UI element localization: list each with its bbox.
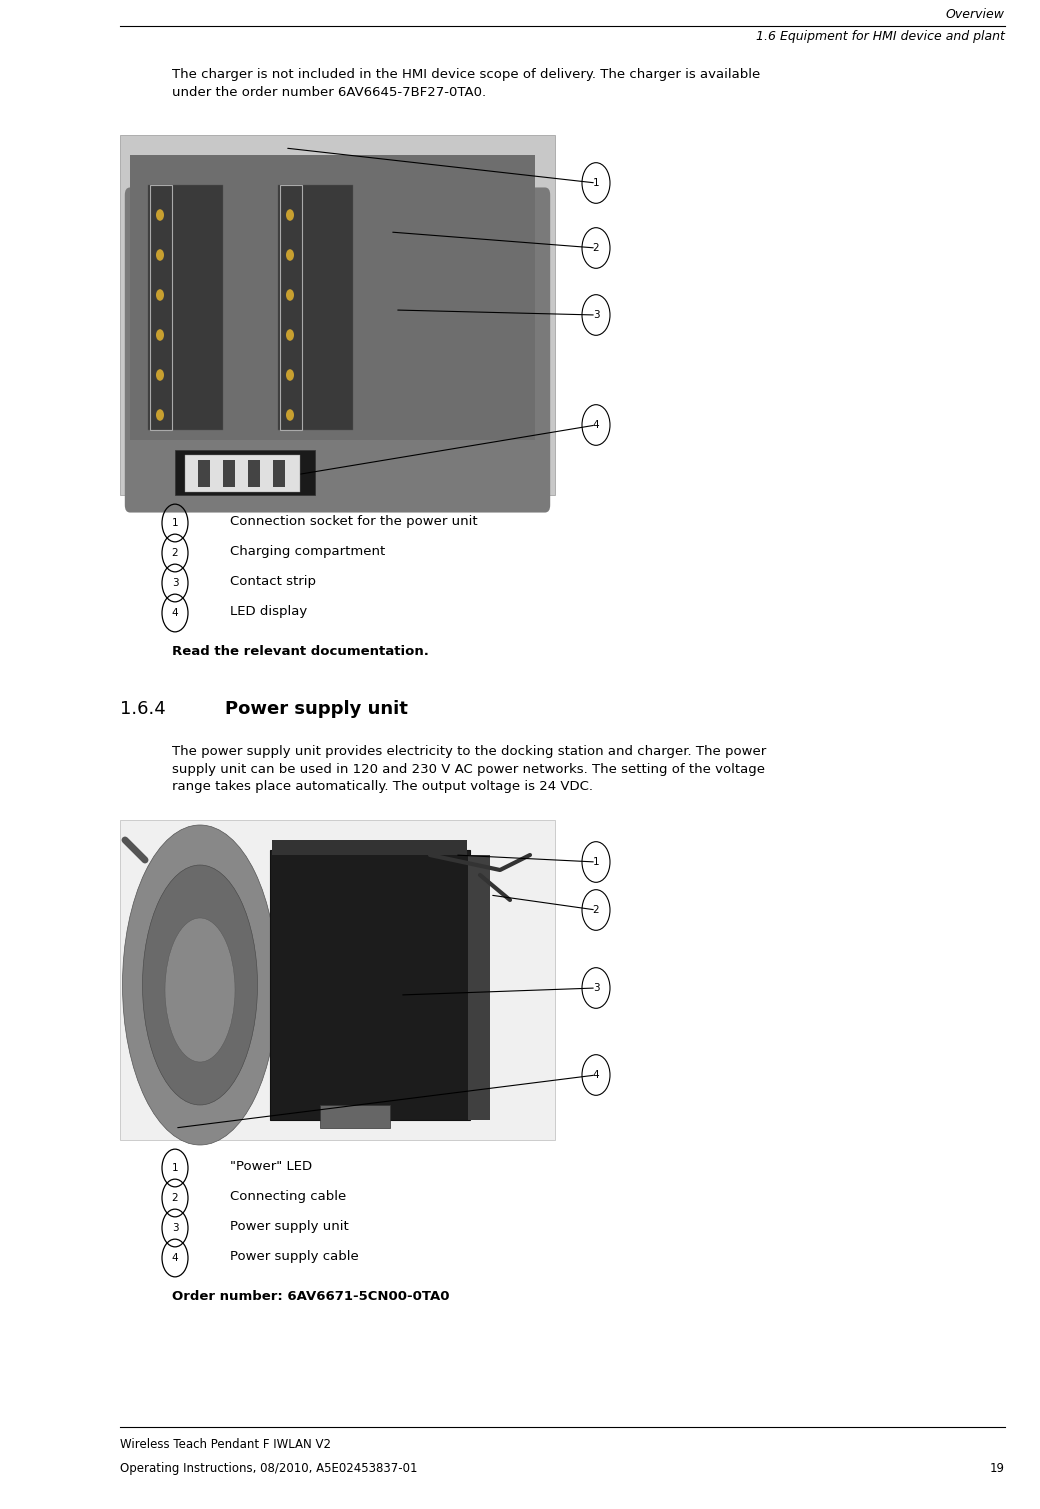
Circle shape <box>286 409 294 421</box>
Text: 2: 2 <box>593 905 599 914</box>
Bar <box>223 460 235 487</box>
Text: 3: 3 <box>172 1222 178 1233</box>
Text: 4: 4 <box>172 1252 178 1263</box>
Bar <box>185 456 300 492</box>
Text: 2: 2 <box>593 243 599 254</box>
Text: 3: 3 <box>593 982 599 993</box>
Text: 1: 1 <box>172 1163 178 1172</box>
Ellipse shape <box>165 917 235 1062</box>
Text: 4: 4 <box>593 420 599 430</box>
Bar <box>248 460 260 487</box>
Bar <box>150 186 172 430</box>
Text: Overview: Overview <box>946 8 1005 21</box>
Bar <box>120 819 555 1139</box>
Text: Connecting cable: Connecting cable <box>230 1191 346 1203</box>
Circle shape <box>286 290 294 300</box>
Bar <box>148 186 223 430</box>
Text: Connection socket for the power unit: Connection socket for the power unit <box>230 515 477 528</box>
Text: 2: 2 <box>172 548 178 558</box>
Bar <box>270 850 470 1120</box>
Text: 1: 1 <box>593 857 599 868</box>
Text: 1: 1 <box>172 518 178 528</box>
Text: Contact strip: Contact strip <box>230 575 316 589</box>
Text: 19: 19 <box>990 1462 1005 1474</box>
Circle shape <box>286 249 294 261</box>
Text: 1: 1 <box>593 178 599 189</box>
Text: Operating Instructions, 08/2010, A5E02453837-01: Operating Instructions, 08/2010, A5E0245… <box>120 1462 417 1474</box>
Text: Power supply unit: Power supply unit <box>225 700 408 718</box>
Ellipse shape <box>142 865 258 1105</box>
Bar <box>468 856 490 1120</box>
Text: 4: 4 <box>172 608 178 619</box>
FancyBboxPatch shape <box>125 187 550 513</box>
Text: "Power" LED: "Power" LED <box>230 1160 312 1172</box>
Circle shape <box>156 329 164 341</box>
Bar <box>130 155 535 441</box>
Circle shape <box>286 329 294 341</box>
Bar <box>175 450 315 495</box>
Bar <box>198 460 210 487</box>
Circle shape <box>156 210 164 220</box>
Bar <box>120 134 555 495</box>
Text: Power supply cable: Power supply cable <box>230 1249 359 1263</box>
Circle shape <box>156 409 164 421</box>
Circle shape <box>156 370 164 380</box>
Text: Read the relevant documentation.: Read the relevant documentation. <box>172 644 428 658</box>
Text: LED display: LED display <box>230 605 307 619</box>
Circle shape <box>156 290 164 300</box>
Text: 2: 2 <box>172 1194 178 1203</box>
Text: Charging compartment: Charging compartment <box>230 545 385 558</box>
Text: Power supply unit: Power supply unit <box>230 1219 348 1233</box>
Text: Order number: 6AV6671-5CN00-0TA0: Order number: 6AV6671-5CN00-0TA0 <box>172 1290 449 1302</box>
Text: The charger is not included in the HMI device scope of delivery. The charger is : The charger is not included in the HMI d… <box>172 68 760 98</box>
Text: 1.6 Equipment for HMI device and plant: 1.6 Equipment for HMI device and plant <box>756 30 1005 42</box>
Text: 1.6.4: 1.6.4 <box>120 700 165 718</box>
Text: Wireless Teach Pendant F IWLAN V2: Wireless Teach Pendant F IWLAN V2 <box>120 1438 331 1452</box>
Bar <box>272 460 285 487</box>
Text: 3: 3 <box>172 578 178 589</box>
Bar <box>278 186 353 430</box>
Text: 3: 3 <box>593 309 599 320</box>
Text: 4: 4 <box>593 1070 599 1080</box>
Text: The power supply unit provides electricity to the docking station and charger. T: The power supply unit provides electrici… <box>172 745 766 794</box>
Circle shape <box>156 249 164 261</box>
Bar <box>280 186 302 430</box>
Ellipse shape <box>123 825 278 1145</box>
Circle shape <box>286 370 294 380</box>
Circle shape <box>286 210 294 220</box>
Bar <box>320 1105 390 1129</box>
Bar <box>272 841 467 856</box>
